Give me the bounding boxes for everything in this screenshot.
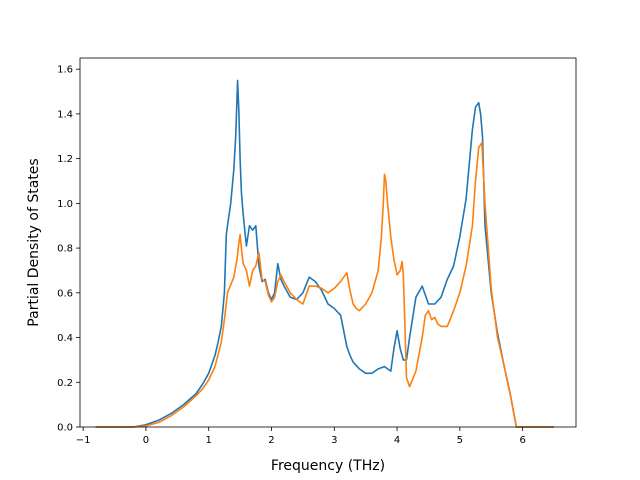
plot-frame	[79, 57, 577, 428]
x-tick-label: 0	[143, 435, 149, 446]
y-axis-label: Partial Density of States	[26, 158, 42, 326]
y-tick-label: 0.2	[57, 378, 73, 389]
y-tick-label: 1.4	[57, 109, 73, 120]
y-tick-label: 1.0	[57, 199, 73, 210]
series-line-1	[95, 79, 554, 428]
y-tick-label: 0.0	[57, 423, 73, 434]
series-line-2	[95, 142, 554, 428]
x-tick-label: 1	[206, 435, 212, 446]
series-layer	[95, 79, 554, 428]
y-tick-label: 0.8	[57, 244, 73, 255]
x-tick-label: 4	[394, 435, 400, 446]
x-tick-label: 3	[331, 435, 337, 446]
y-tick-label: 1.2	[57, 154, 73, 165]
x-tick-label: 5	[457, 435, 463, 446]
y-tick-label: 0.6	[57, 288, 73, 299]
x-axis-label: Frequency (THz)	[271, 458, 385, 474]
x-axis-ticks: −1 0 1 2 3 4 5 6	[76, 427, 526, 446]
y-tick-label: 0.4	[57, 333, 73, 344]
y-axis-ticks: 0.0 0.2 0.4 0.6 0.8 1.0 1.2 1.4 1.6	[57, 65, 80, 434]
y-tick-label: 1.6	[57, 65, 73, 76]
x-tick-label: −1	[76, 435, 91, 446]
x-tick-label: 2	[268, 435, 274, 446]
x-tick-label: 6	[519, 435, 525, 446]
